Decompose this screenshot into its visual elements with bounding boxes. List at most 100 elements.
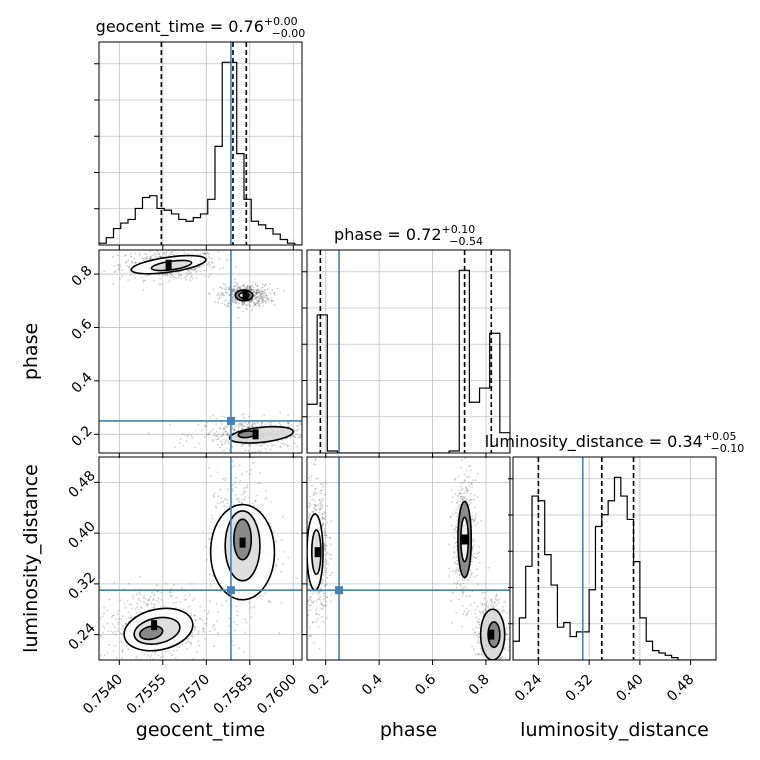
sample-point: [224, 283, 226, 286]
sample-point: [280, 538, 283, 541]
sample-point: [216, 430, 218, 433]
sample-point: [127, 582, 130, 585]
sample-point: [284, 443, 287, 446]
sample-point: [263, 296, 266, 299]
sample-point: [252, 288, 255, 291]
sample-point: [234, 301, 237, 304]
sample-point: [454, 527, 457, 530]
sample-point: [255, 494, 258, 497]
sample-point: [225, 439, 228, 441]
sample-point: [465, 614, 468, 617]
sample-point: [241, 427, 244, 430]
sample-point: [470, 482, 473, 485]
sample-point: [248, 305, 251, 308]
sample-point: [321, 518, 324, 521]
sample-point: [315, 508, 318, 511]
sample-point: [256, 295, 259, 298]
sample-point: [196, 266, 199, 269]
sample-point: [299, 423, 302, 426]
sample-point: [252, 425, 255, 428]
sample-point: [472, 520, 475, 523]
sample-point: [319, 596, 322, 598]
sample-point: [199, 605, 202, 608]
sample-point: [478, 632, 480, 635]
sample-point: [241, 498, 243, 501]
sample-point: [257, 299, 259, 302]
sample-point: [237, 317, 240, 319]
sample-point: [154, 256, 157, 258]
sample-point: [156, 256, 159, 258]
x-tick-label: 0.7600: [254, 672, 300, 718]
sample-point: [139, 610, 142, 613]
sample-point: [113, 271, 116, 273]
sample-point: [239, 480, 242, 482]
sample-point: [318, 597, 321, 600]
sample-point: [496, 599, 499, 602]
sample-point: [253, 294, 256, 297]
sample-point: [194, 629, 196, 632]
sample-point: [115, 633, 118, 636]
sample-point: [202, 627, 205, 630]
sample-point: [204, 426, 207, 428]
sample-point: [132, 597, 135, 600]
sample-point: [225, 424, 227, 427]
sample-point: [107, 630, 110, 633]
sample-point: [506, 662, 508, 664]
sample-point: [142, 279, 145, 282]
sample-point: [502, 672, 504, 674]
sample-point: [461, 498, 464, 501]
sample-point: [231, 487, 234, 490]
sample-point: [193, 446, 196, 449]
sample-point: [239, 287, 242, 290]
sample-point: [161, 655, 164, 658]
sample-point: [261, 503, 264, 506]
sample-point: [255, 290, 258, 293]
sample-point: [113, 644, 116, 647]
sample-point: [494, 601, 496, 603]
sample-point: [293, 429, 296, 432]
sample-point: [139, 593, 142, 596]
sample-point: [248, 444, 251, 447]
sample-point: [238, 306, 241, 309]
sample-point: [219, 427, 222, 429]
sample-point: [461, 625, 464, 628]
sample-point: [321, 524, 324, 527]
sample-point: [187, 247, 189, 249]
sample-point: [293, 442, 296, 445]
sample-point: [219, 268, 222, 270]
sample-point: [245, 308, 248, 310]
x-tick-label: 0.8: [466, 672, 493, 699]
sample-point: [231, 427, 234, 430]
sample-point: [157, 239, 159, 241]
sample-point: [254, 423, 257, 425]
x-tick-label: 0.40: [613, 672, 646, 705]
sample-point: [251, 426, 254, 429]
sample-point: [324, 548, 326, 551]
sample-point: [463, 479, 466, 482]
sample-point: [169, 591, 172, 593]
sample-point: [119, 599, 122, 602]
sample-point: [112, 282, 115, 285]
sample-point: [452, 513, 455, 515]
sample-point: [473, 601, 476, 604]
sample-point: [242, 301, 245, 304]
sample-point: [160, 598, 163, 601]
sample-point: [210, 257, 213, 260]
sample-point: [456, 583, 459, 585]
sample-point: [325, 562, 328, 565]
x-tick-label: 0.2: [305, 672, 332, 699]
sample-point: [256, 421, 259, 424]
sample-point: [471, 560, 473, 563]
sample-point: [234, 666, 236, 668]
sample-point: [146, 256, 149, 258]
sample-point: [257, 296, 260, 299]
sample-point: [472, 628, 475, 631]
y-tick-label: 0.2: [69, 423, 96, 450]
sample-point: [175, 607, 178, 609]
sample-point: [488, 663, 490, 665]
sample-point: [251, 300, 253, 303]
sample-point: [317, 625, 320, 628]
sample-point: [190, 434, 193, 437]
sample-point: [242, 304, 244, 306]
sample-point: [255, 299, 258, 302]
